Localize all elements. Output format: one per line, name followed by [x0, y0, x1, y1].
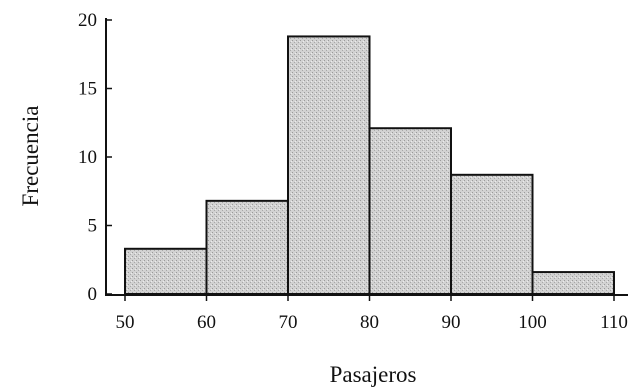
x-axis-title: Pasajeros	[330, 362, 417, 387]
y-tick-label: 10	[78, 147, 97, 168]
histogram-bar-90-100	[450, 173, 534, 295]
y-axis-title: Frecuencia	[18, 106, 43, 207]
y-tick-label: 20	[78, 10, 97, 31]
bars-group	[124, 35, 615, 295]
y-tick-label: 5	[88, 216, 98, 237]
axes-group	[105, 18, 628, 301]
x-tick-label: 90	[442, 312, 461, 333]
histogram-bar-80-90	[368, 127, 452, 295]
histogram-bar-70-80	[287, 35, 371, 295]
x-tick-label: 100	[518, 312, 547, 333]
tick-labels-group: 0 5 10 15 20 50 60 70 80 90 100 110	[78, 10, 628, 333]
histogram-bar-100-110	[531, 271, 615, 295]
x-tick-label: 80	[360, 312, 379, 333]
x-tick-label: 70	[279, 312, 298, 333]
y-tick-label: 15	[78, 79, 97, 100]
histogram-bar-50-60	[124, 247, 208, 295]
histogram-bar-60-70	[205, 199, 289, 295]
x-tick-label: 110	[600, 312, 628, 333]
x-tick-label: 60	[197, 312, 216, 333]
y-tick-label: 0	[88, 284, 98, 305]
x-tick-label: 50	[116, 312, 135, 333]
